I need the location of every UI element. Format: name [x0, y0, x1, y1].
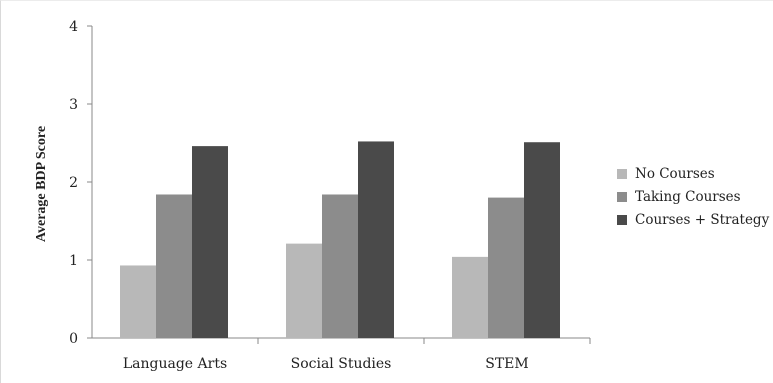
- bar-courses-strategy-stem: [524, 142, 560, 338]
- chart-labels: 0 1 2 3 4 Average BDP Score Language Arts Socia…: [34, 19, 529, 372]
- y-tick-label: 0: [69, 331, 78, 347]
- bar-taking-courses-language-arts: [156, 194, 192, 338]
- bar-courses-strategy-social-studies: [358, 141, 394, 338]
- legend: No Courses Taking Courses Courses + Stra…: [617, 162, 769, 231]
- legend-swatch-courses-strategy: [617, 214, 627, 225]
- legend-swatch-taking-courses: [617, 191, 627, 202]
- chart-bars: [120, 141, 560, 338]
- y-tick-label: 1: [69, 253, 78, 269]
- legend-item-courses-strategy: Courses + Strategy: [617, 208, 769, 231]
- bar-no-courses-language-arts: [120, 265, 156, 338]
- y-axis-title: Average BDP Score: [34, 126, 49, 242]
- y-tick-label: 2: [69, 175, 78, 191]
- legend-label-courses-strategy: Courses + Strategy: [635, 211, 770, 228]
- bar-taking-courses-social-studies: [322, 194, 358, 338]
- legend-item-taking-courses: Taking Courses: [617, 185, 769, 208]
- bar-courses-strategy-language-arts: [192, 146, 228, 338]
- legend-label-taking-courses: Taking Courses: [635, 188, 741, 205]
- bar-taking-courses-stem: [488, 197, 524, 338]
- legend-swatch-no-courses: [617, 168, 627, 179]
- legend-label-no-courses: No Courses: [635, 165, 715, 182]
- x-category-label: Social Studies: [291, 356, 392, 372]
- y-tick-label: 4: [69, 19, 78, 35]
- bar-no-courses-stem: [452, 256, 488, 338]
- x-category-label: Language Arts: [123, 356, 227, 372]
- legend-item-no-courses: No Courses: [617, 162, 769, 185]
- bar-no-courses-social-studies: [286, 243, 322, 338]
- y-tick-label: 3: [69, 97, 78, 113]
- x-category-label: STEM: [485, 356, 528, 372]
